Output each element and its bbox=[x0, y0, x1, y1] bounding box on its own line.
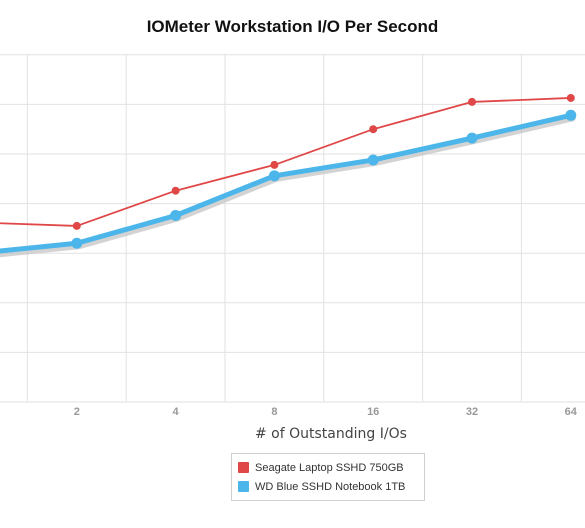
series-line-wd-blue bbox=[0, 112, 574, 254]
x-axis-label: # of Outstanding I/Os bbox=[255, 426, 407, 442]
data-point-seagate bbox=[270, 160, 279, 169]
legend-swatch bbox=[238, 462, 249, 473]
data-point-wd-blue bbox=[268, 170, 280, 182]
x-tick-label: 32 bbox=[466, 406, 478, 418]
data-point-seagate bbox=[171, 186, 180, 195]
x-tick-label: 4 bbox=[173, 406, 180, 418]
data-point-seagate bbox=[369, 125, 378, 134]
legend-item-seagate[interactable]: Seagate Laptop SSHD 750GB bbox=[238, 458, 418, 477]
data-point-wd-blue bbox=[367, 154, 379, 166]
grid bbox=[0, 54, 585, 403]
legend-label: Seagate Laptop SSHD 750GB bbox=[255, 461, 404, 474]
series-shadow bbox=[0, 115, 576, 258]
data-point-wd-blue bbox=[466, 132, 478, 144]
x-tick-label: 8 bbox=[271, 406, 277, 418]
legend-swatch bbox=[238, 481, 249, 492]
data-point-seagate bbox=[72, 221, 81, 230]
legend-label: WD Blue SSHD Notebook 1TB bbox=[255, 480, 406, 493]
data-point-wd-blue bbox=[71, 237, 83, 249]
legend: Seagate Laptop SSHD 750GB WD Blue SSHD N… bbox=[231, 453, 425, 501]
x-tick-label: 64 bbox=[565, 406, 578, 418]
data-point-wd-blue bbox=[565, 109, 577, 121]
series-line-seagate bbox=[0, 97, 571, 227]
x-tick-label: 2 bbox=[74, 406, 80, 418]
data-point-seagate bbox=[566, 93, 575, 102]
x-tick-label: 16 bbox=[367, 406, 379, 418]
data-point-seagate bbox=[468, 97, 476, 106]
data-point-wd-blue bbox=[170, 210, 182, 222]
chart-title: IOMeter Workstation I/O Per Second bbox=[146, 17, 439, 36]
legend-item-wd-blue[interactable]: WD Blue SSHD Notebook 1TB bbox=[238, 477, 418, 496]
x-tick-labels: 2 4 8 16 32 64 bbox=[74, 406, 578, 418]
series-lines bbox=[0, 93, 577, 258]
